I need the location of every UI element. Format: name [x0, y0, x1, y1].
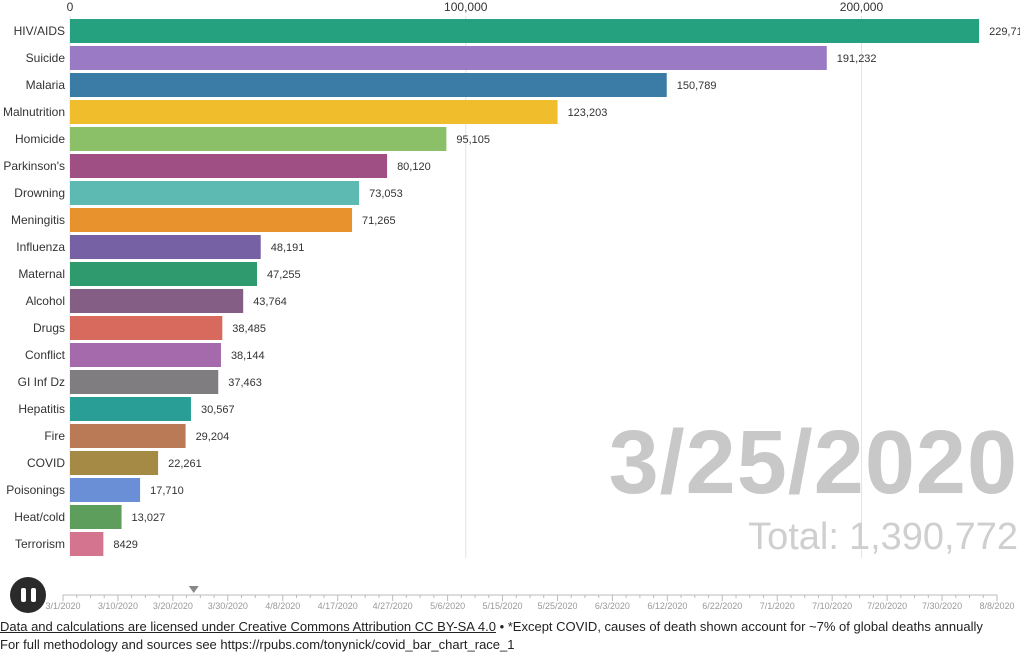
bar-value-label: 191,232 — [837, 53, 877, 65]
bar-category-label: Meningitis — [11, 213, 65, 227]
timeline-tick-label: 7/30/2020 — [922, 601, 962, 611]
total-value: 1,390,772 — [848, 516, 1018, 558]
bar-value-label: 30,567 — [201, 404, 235, 416]
bar-value-label: 95,105 — [456, 134, 490, 146]
total-display: Total: 1,390,772 — [738, 518, 1018, 556]
timeline-tick-label: 7/10/2020 — [812, 601, 852, 611]
bar-value-label: 8429 — [113, 539, 137, 551]
bar — [70, 424, 186, 448]
bar-value-label: 43,764 — [253, 296, 287, 308]
pause-button[interactable] — [10, 577, 46, 613]
bar-value-label: 37,463 — [228, 377, 262, 389]
bar — [70, 505, 122, 529]
bar-category-label: GI Inf Dz — [18, 375, 65, 389]
bar-category-label: Fire — [44, 429, 65, 443]
timeline-tick-label: 4/27/2020 — [373, 601, 413, 611]
bar-category-label: Drowning — [14, 186, 65, 200]
x-tick-label: 100,000 — [444, 0, 488, 14]
timeline-tick-label: 7/1/2020 — [760, 601, 795, 611]
date-display: 3/25/2020 — [608, 413, 1018, 513]
timeline-tick-label: 6/22/2020 — [702, 601, 742, 611]
x-tick-label: 200,000 — [840, 0, 884, 14]
timeline-tick-label: 4/8/2020 — [265, 601, 300, 611]
footer-methodology: For full methodology and sources see htt… — [0, 637, 515, 652]
timeline-tick-label: 3/20/2020 — [153, 601, 193, 611]
bar-value-label: 38,485 — [232, 323, 266, 335]
bar — [70, 397, 191, 421]
timeline-tick-label: 3/1/2020 — [45, 601, 80, 611]
timeline-tick-label: 3/10/2020 — [98, 601, 138, 611]
bar-value-label: 80,120 — [397, 161, 431, 173]
timeline-tick-label: 5/15/2020 — [483, 601, 523, 611]
bar-value-label: 29,204 — [196, 431, 230, 443]
bar-value-label: 71,265 — [362, 215, 396, 227]
bar-category-label: Hepatitis — [18, 402, 65, 416]
total-label: Total: — [748, 516, 839, 558]
bar — [70, 235, 261, 259]
bar-category-label: Parkinson's — [3, 159, 65, 173]
bar — [70, 316, 223, 340]
x-tick-label: 0 — [67, 0, 74, 14]
bar — [70, 127, 447, 151]
bar-category-label: Influenza — [16, 240, 65, 254]
bar — [70, 370, 219, 394]
timeline-handle — [188, 586, 199, 593]
bar-category-label: Malnutrition — [3, 105, 65, 119]
bar-value-label: 150,789 — [677, 80, 717, 92]
bar-value-label: 229,717 — [989, 26, 1020, 38]
bar — [70, 532, 104, 556]
license-link[interactable]: Data and calculations are licensed under… — [0, 619, 496, 634]
timeline-tick-label: 3/30/2020 — [208, 601, 248, 611]
bar-category-label: Drugs — [33, 321, 65, 335]
timeline-tick-label: 6/3/2020 — [595, 601, 630, 611]
bar — [70, 19, 980, 43]
timeline-tick-label: 5/6/2020 — [430, 601, 465, 611]
bar — [70, 478, 141, 502]
bar — [70, 100, 558, 124]
timeline-tick-label: 8/8/2020 — [979, 601, 1014, 611]
bar-category-label: HIV/AIDS — [14, 24, 65, 38]
bar-category-label: Conflict — [25, 348, 66, 362]
bar-value-label: 17,710 — [150, 485, 184, 497]
bar-value-label: 13,027 — [132, 512, 166, 524]
bar — [70, 451, 159, 475]
timeline-tick-label: 7/20/2020 — [867, 601, 907, 611]
bar-category-label: Suicide — [26, 51, 66, 65]
bar-category-label: Malaria — [26, 78, 66, 92]
bar-chart: 0 100,000 200,000 HIV/AIDS 229,717 Suicide 191… — [3, 0, 1020, 558]
pause-icon — [20, 588, 26, 602]
pause-icon-bar — [30, 588, 36, 602]
timeline-tick-label: 6/12/2020 — [647, 601, 687, 611]
bar-category-label: Terrorism — [15, 537, 65, 551]
bar-value-label: 48,191 — [271, 242, 305, 254]
bar-category-label: Poisonings — [6, 483, 65, 497]
footer-license-line: Data and calculations are licensed under… — [0, 619, 983, 634]
bar-category-label: Heat/cold — [14, 510, 65, 524]
bar — [70, 289, 244, 313]
bar-value-label: 123,203 — [568, 107, 608, 119]
timeline-tick-label: 4/17/2020 — [318, 601, 358, 611]
bar-category-label: Alcohol — [26, 294, 65, 308]
bar — [70, 181, 360, 205]
bar-value-label: 22,261 — [168, 458, 202, 470]
bar-category-label: Maternal — [18, 267, 65, 281]
timeline-tick-label: 5/25/2020 — [537, 601, 577, 611]
bar — [70, 343, 221, 367]
bar-category-label: Homicide — [15, 132, 65, 146]
timeline-slider[interactable]: 3/1/2020 3/10/2020 3/20/2020 3/30/2020 4/8/2… — [0, 570, 1020, 616]
footer-note: • *Except COVID, causes of death shown a… — [495, 619, 983, 634]
bar-value-label: 47,255 — [267, 269, 301, 281]
bar-category-label: COVID — [27, 456, 65, 470]
bar-value-label: 73,053 — [369, 188, 403, 200]
bar — [70, 208, 353, 232]
bar — [70, 46, 827, 70]
bar — [70, 262, 258, 286]
bar — [70, 73, 667, 97]
bar-value-label: 38,144 — [231, 350, 265, 362]
bar — [70, 154, 388, 178]
